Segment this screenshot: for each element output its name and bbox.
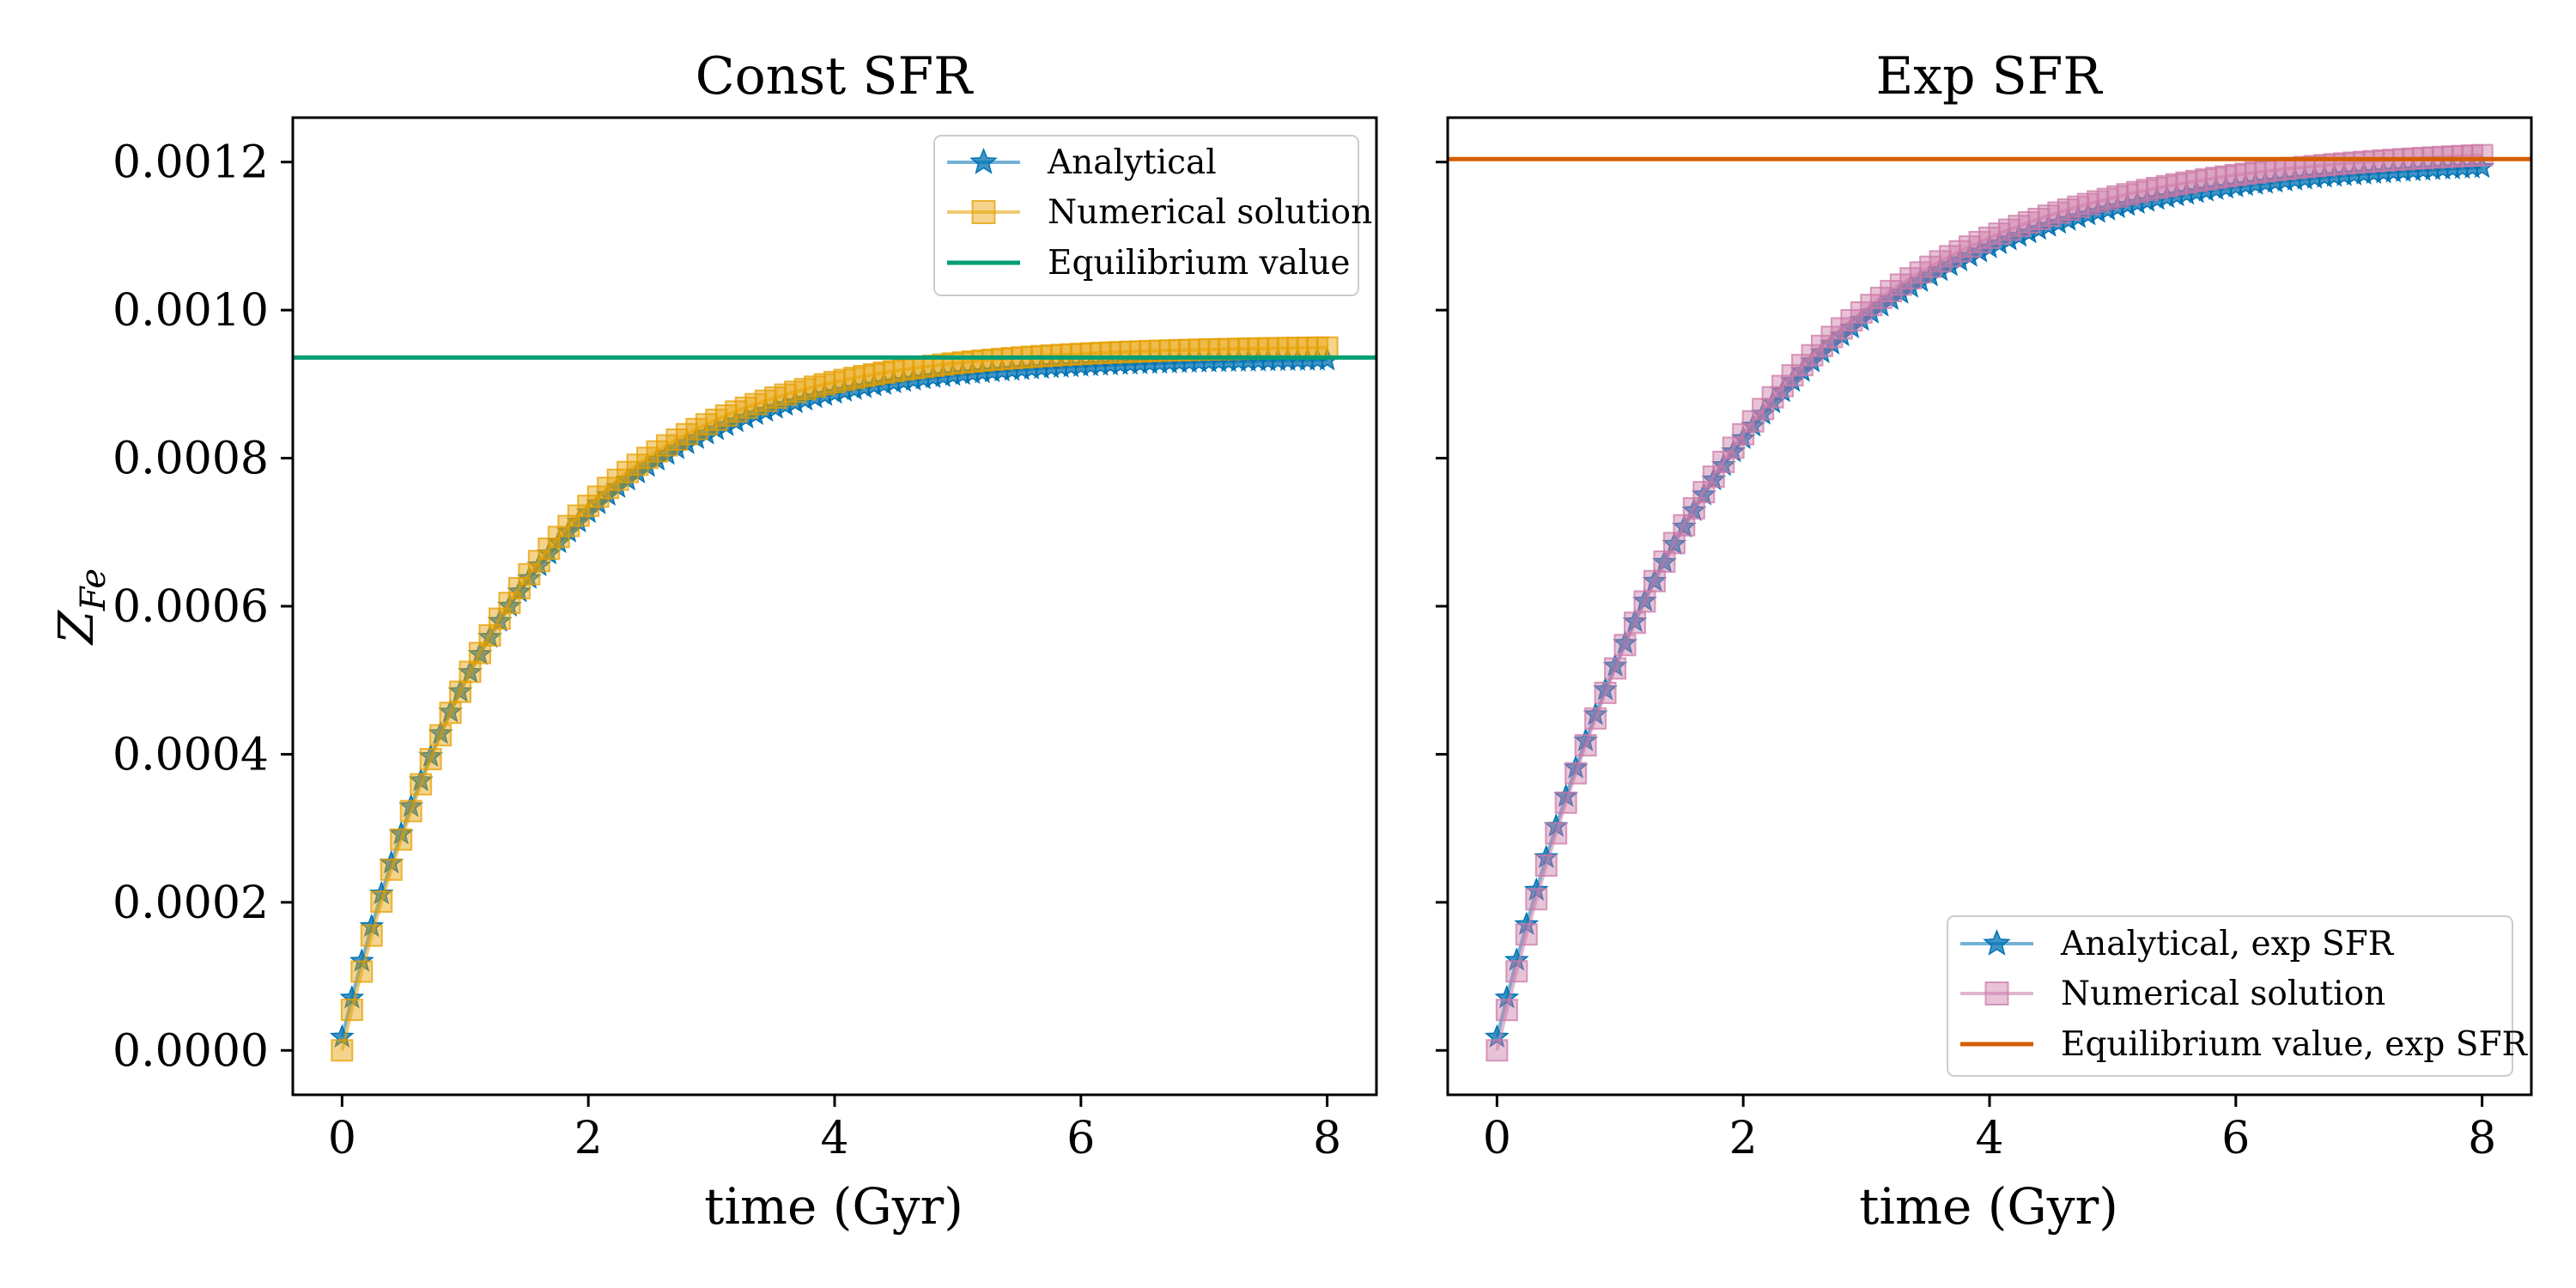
square-marker: [1682, 497, 1705, 520]
panel-title: Const SFR: [696, 46, 974, 106]
square-marker: [1315, 336, 1339, 359]
square-marker: [459, 660, 482, 683]
square-marker: [370, 890, 393, 914]
x-tick-label: 2: [574, 1113, 603, 1164]
y-tick-label: 0.0006: [112, 581, 269, 633]
x-tick-label: 4: [1975, 1113, 2003, 1164]
x-tick-label: 0: [328, 1113, 356, 1164]
square-marker: [1554, 791, 1577, 814]
x-tick-label: 4: [820, 1113, 848, 1164]
square-marker: [419, 748, 442, 771]
star-marker: [1485, 1024, 1510, 1048]
square-marker: [449, 680, 472, 703]
legend-entry: Analytical, exp SFR: [1960, 925, 2395, 963]
square-marker: [331, 1039, 354, 1062]
panel-title: Exp SFR: [1875, 46, 2103, 106]
legend-box: [933, 135, 1359, 296]
x-tick-label: 8: [2468, 1113, 2496, 1164]
legend-label: Equilibrium value, exp SFR: [2061, 1025, 2529, 1064]
square-marker: [429, 724, 453, 747]
square-marker: [626, 453, 649, 477]
legend-label: Numerical solution: [2061, 975, 2385, 1013]
square-marker: [350, 960, 374, 983]
square-marker: [1584, 707, 1607, 730]
square-marker: [399, 799, 422, 823]
square-marker: [971, 200, 996, 224]
square-marker: [1534, 854, 1558, 878]
x-axis: 0 2 4 6 8: [1483, 1095, 2496, 1164]
legend-entry: Numerical solution: [947, 193, 1372, 232]
square-marker: [1984, 981, 2009, 1005]
square-marker: [1594, 681, 1617, 704]
x-axis-label: time (Gyr): [704, 1177, 963, 1236]
square-marker: [340, 999, 363, 1022]
star-marker: [330, 1024, 355, 1048]
square-marker: [1653, 550, 1676, 574]
x-axis: 0 2 4 6 8: [328, 1095, 1341, 1164]
y-tick-label: 0.0008: [112, 434, 269, 485]
star-marker: [969, 147, 998, 174]
y-axis: 0.0000 0.0002 0.0004 0.0006 0.0008 0.0010 0.00…: [112, 137, 293, 1077]
square-marker: [380, 858, 403, 881]
square-marker: [1623, 611, 1646, 635]
y-tick-label: 0.0004: [112, 729, 269, 781]
star-marker: [1494, 984, 1520, 1009]
legend: Analytical, exp SFR Numerical solution E…: [1947, 915, 2529, 1077]
square-marker: [1633, 590, 1656, 613]
exp-sfr-panel: Exp SFR 0 2 4 6 8 time (Gyr) Analytical, exp…: [1436, 46, 2533, 1236]
legend-label: Analytical, exp SFR: [2060, 925, 2395, 963]
y-tick-label: 0.0000: [112, 1025, 269, 1077]
plot-area: [1446, 116, 2533, 1097]
square-marker: [1643, 569, 1666, 592]
square-marker: [1495, 999, 1518, 1022]
square-marker: [1505, 960, 1528, 983]
star-marker: [1983, 928, 2011, 956]
y-axis-label: ZFe: [49, 568, 113, 646]
y-tick-label: 0.0012: [112, 137, 269, 189]
x-tick-label: 2: [1729, 1113, 1758, 1164]
square-marker: [410, 773, 433, 796]
legend-entry: Equilibrium value: [947, 244, 1351, 283]
legend-entry: Numerical solution: [1960, 975, 2385, 1013]
legend-entry: Equilibrium value, exp SFR: [1960, 1025, 2529, 1064]
y-axis: [1436, 161, 1448, 1052]
legend-label: Analytical: [1047, 143, 1217, 182]
x-tick-label: 6: [1066, 1113, 1095, 1164]
const-sfr-panel: Const SFR 0 2 4 6 8 0.0000 0.0002 0.0004 0.0006…: [49, 46, 1378, 1236]
square-marker: [1613, 634, 1637, 657]
square-marker: [1525, 888, 1548, 911]
square-marker: [498, 592, 521, 615]
square-marker: [1515, 923, 1538, 946]
y-tick-label: 0.0002: [112, 878, 269, 929]
square-marker: [1485, 1039, 1509, 1062]
square-marker: [1564, 762, 1588, 785]
x-tick-label: 8: [1313, 1113, 1341, 1164]
x-tick-label: 6: [2221, 1113, 2250, 1164]
square-marker: [360, 924, 383, 947]
square-marker: [2470, 143, 2494, 167]
square-marker: [390, 828, 413, 851]
legend: Analytical Numerical solution Equilibriu…: [933, 135, 1372, 296]
square-marker: [1604, 657, 1627, 680]
plot-area: [291, 116, 1378, 1097]
x-axis-label: time (Gyr): [1859, 1177, 2118, 1236]
legend-label: Numerical solution: [1048, 193, 1372, 232]
legend-label: Equilibrium value: [1048, 244, 1351, 283]
square-marker: [1574, 733, 1597, 756]
star-marker: [339, 985, 365, 1009]
x-tick-label: 0: [1483, 1113, 1511, 1164]
legend-entry: Analytical: [947, 143, 1217, 182]
y-tick-label: 0.0010: [112, 285, 269, 337]
square-marker: [439, 702, 462, 725]
legend-box: [1947, 915, 2513, 1077]
square-marker: [1545, 822, 1568, 845]
